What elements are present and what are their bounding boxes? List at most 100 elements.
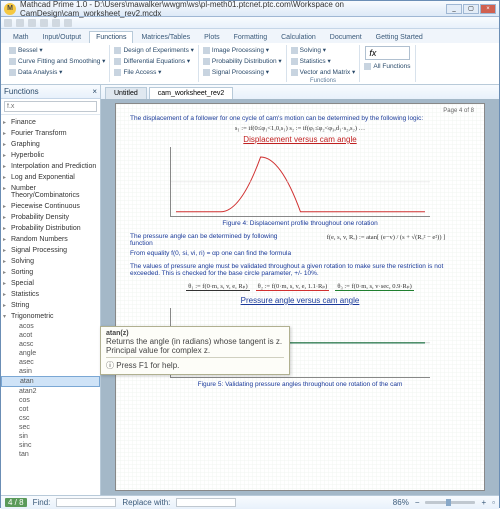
ribbon-item[interactable]: Probability Distribution ▾	[203, 56, 282, 66]
ribbon-tab-matricestables[interactable]: Matrices/Tables	[135, 32, 196, 43]
qat-undo-icon[interactable]	[16, 19, 24, 27]
ribbon: Bessel ▾Curve Fitting and Smoothing ▾Dat…	[1, 43, 499, 85]
category-item[interactable]: Solving	[1, 256, 100, 267]
tooltip-title: atan(z)	[106, 330, 129, 337]
document-area: Untitledcam_worksheet_rev2 Page 4 of 8 T…	[101, 85, 499, 495]
all-functions-label: All Functions	[364, 62, 410, 71]
text-validate: The values of pressure angle must be val…	[130, 263, 470, 277]
panel-header: Functions ×	[1, 85, 100, 99]
ribbon-tab-calculation[interactable]: Calculation	[275, 32, 322, 43]
replace-input[interactable]	[176, 498, 236, 507]
ribbon-item[interactable]: Differential Equations ▾	[114, 56, 193, 66]
zoom-slider[interactable]	[425, 501, 475, 504]
panel-title: Functions	[4, 87, 39, 96]
text-equality: From equality f(0, si, vi, ri) = αp one …	[130, 250, 294, 257]
maximize-button[interactable]: ▢	[463, 4, 479, 14]
functions-panel: Functions × FinanceFourier TransformGrap…	[1, 85, 101, 495]
document-tab[interactable]: Untitled	[105, 87, 147, 99]
tooltip-help: ⓘ Press F1 for help.	[106, 360, 284, 371]
minimize-button[interactable]: _	[446, 4, 462, 14]
ribbon-tab-formatting[interactable]: Formatting	[228, 32, 273, 43]
qat-paste-icon[interactable]	[64, 19, 72, 27]
ribbon-item[interactable]: Bessel ▾	[9, 45, 105, 55]
ribbon-tab-plots[interactable]: Plots	[198, 32, 226, 43]
category-item[interactable]: Special	[1, 278, 100, 289]
qat-redo-icon[interactable]	[28, 19, 36, 27]
zoom-out-icon[interactable]: −	[415, 498, 420, 507]
category-item[interactable]: Trigonometric	[1, 311, 100, 322]
page-indicator[interactable]: 4 / 8	[5, 498, 27, 507]
function-item[interactable]: asin	[1, 367, 100, 376]
function-item[interactable]: atan	[1, 376, 100, 387]
ribbon-group: Image Processing ▾Probability Distributi…	[199, 45, 287, 82]
ribbon-tab-functions[interactable]: Functions	[89, 31, 133, 43]
category-item[interactable]: Statistics	[1, 289, 100, 300]
category-item[interactable]: Graphing	[1, 139, 100, 150]
category-item[interactable]: Probability Density	[1, 212, 100, 223]
qat-copy-icon[interactable]	[52, 19, 60, 27]
ribbon-group: fx All Functions	[360, 45, 415, 82]
titlebar: M Mathcad Prime 1.0 - D:\Users\mawalker\…	[1, 1, 499, 17]
fx-button[interactable]: fx	[365, 46, 409, 60]
ribbon-item[interactable]: Image Processing ▾	[203, 45, 282, 55]
function-item[interactable]: sec	[1, 423, 100, 432]
document-scroll[interactable]: Page 4 of 8 The displacement of a follow…	[101, 99, 499, 495]
category-item[interactable]: Hyperbolic	[1, 150, 100, 161]
panel-list: FinanceFourier TransformGraphingHyperbol…	[1, 115, 100, 495]
ribbon-tab-document[interactable]: Document	[324, 32, 368, 43]
category-item[interactable]: String	[1, 300, 100, 311]
function-item[interactable]: acsc	[1, 340, 100, 349]
category-item[interactable]: Fourier Transform	[1, 128, 100, 139]
category-item[interactable]: Probability Distribution	[1, 223, 100, 234]
function-item[interactable]: atan2	[1, 387, 100, 396]
page-number: Page 4 of 8	[443, 108, 474, 114]
close-button[interactable]: ×	[480, 4, 496, 14]
category-item[interactable]: Signal Processing	[1, 245, 100, 256]
statusbar: 4 / 8 Find: Replace with: 86% − + ▫	[1, 495, 499, 509]
ribbon-item[interactable]: Solving ▾	[291, 45, 356, 55]
search-input[interactable]	[4, 101, 97, 112]
category-item[interactable]: Number Theory/Combinatorics	[1, 183, 100, 201]
category-item[interactable]: Log and Exponential	[1, 172, 100, 183]
eq-theta2: θ₂ := f(0·m, s, v, e, 1.1·Rₚ)	[256, 282, 330, 291]
function-item[interactable]: acot	[1, 331, 100, 340]
find-label: Find:	[33, 498, 51, 507]
category-item[interactable]: Piecewise Continuous	[1, 201, 100, 212]
ribbon-item[interactable]: Design of Experiments ▾	[114, 45, 193, 55]
text-displacement: The displacement of a follower for one c…	[130, 115, 470, 122]
text-pressure: The pressure angle can be determined by …	[130, 233, 294, 247]
function-tooltip: atan(z) Returns the angle (in radians) w…	[100, 326, 290, 375]
zoom-value: 86%	[393, 498, 409, 507]
function-item[interactable]: cot	[1, 405, 100, 414]
zoom-in-icon[interactable]: +	[481, 498, 486, 507]
function-item[interactable]: csc	[1, 414, 100, 423]
ribbon-item[interactable]: File Access ▾	[114, 67, 193, 77]
function-item[interactable]: asec	[1, 358, 100, 367]
ribbon-item[interactable]: Statistics ▾	[291, 56, 356, 66]
ribbon-tab-math[interactable]: Math	[7, 32, 35, 43]
function-item[interactable]: sin	[1, 432, 100, 441]
ribbon-item[interactable]: Curve Fitting and Smoothing ▾	[9, 56, 105, 66]
qat-cut-icon[interactable]	[40, 19, 48, 27]
ribbon-item[interactable]: Data Analysis ▾	[9, 67, 105, 77]
ribbon-tab-gettingstarted[interactable]: Getting Started	[370, 32, 429, 43]
category-item[interactable]: Interpolation and Prediction	[1, 161, 100, 172]
ribbon-item[interactable]: Signal Processing ▾	[203, 67, 282, 77]
document-tab[interactable]: cam_worksheet_rev2	[149, 87, 234, 99]
ribbon-item[interactable]: Vector and Matrix ▾	[291, 67, 356, 77]
function-item[interactable]: tan	[1, 450, 100, 459]
ribbon-tab-inputoutput[interactable]: Input/Output	[37, 32, 88, 43]
function-item[interactable]: sinc	[1, 441, 100, 450]
find-input[interactable]	[56, 498, 116, 507]
page: Page 4 of 8 The displacement of a follow…	[115, 103, 485, 491]
category-item[interactable]: Finance	[1, 117, 100, 128]
function-item[interactable]: angle	[1, 349, 100, 358]
category-item[interactable]: Random Numbers	[1, 234, 100, 245]
category-item[interactable]: Sorting	[1, 267, 100, 278]
fit-page-icon[interactable]: ▫	[492, 498, 495, 507]
panel-close-icon[interactable]: ×	[92, 87, 97, 96]
function-item[interactable]: cos	[1, 396, 100, 405]
qat-save-icon[interactable]	[4, 19, 12, 27]
panel-search	[1, 99, 100, 115]
function-item[interactable]: acos	[1, 322, 100, 331]
